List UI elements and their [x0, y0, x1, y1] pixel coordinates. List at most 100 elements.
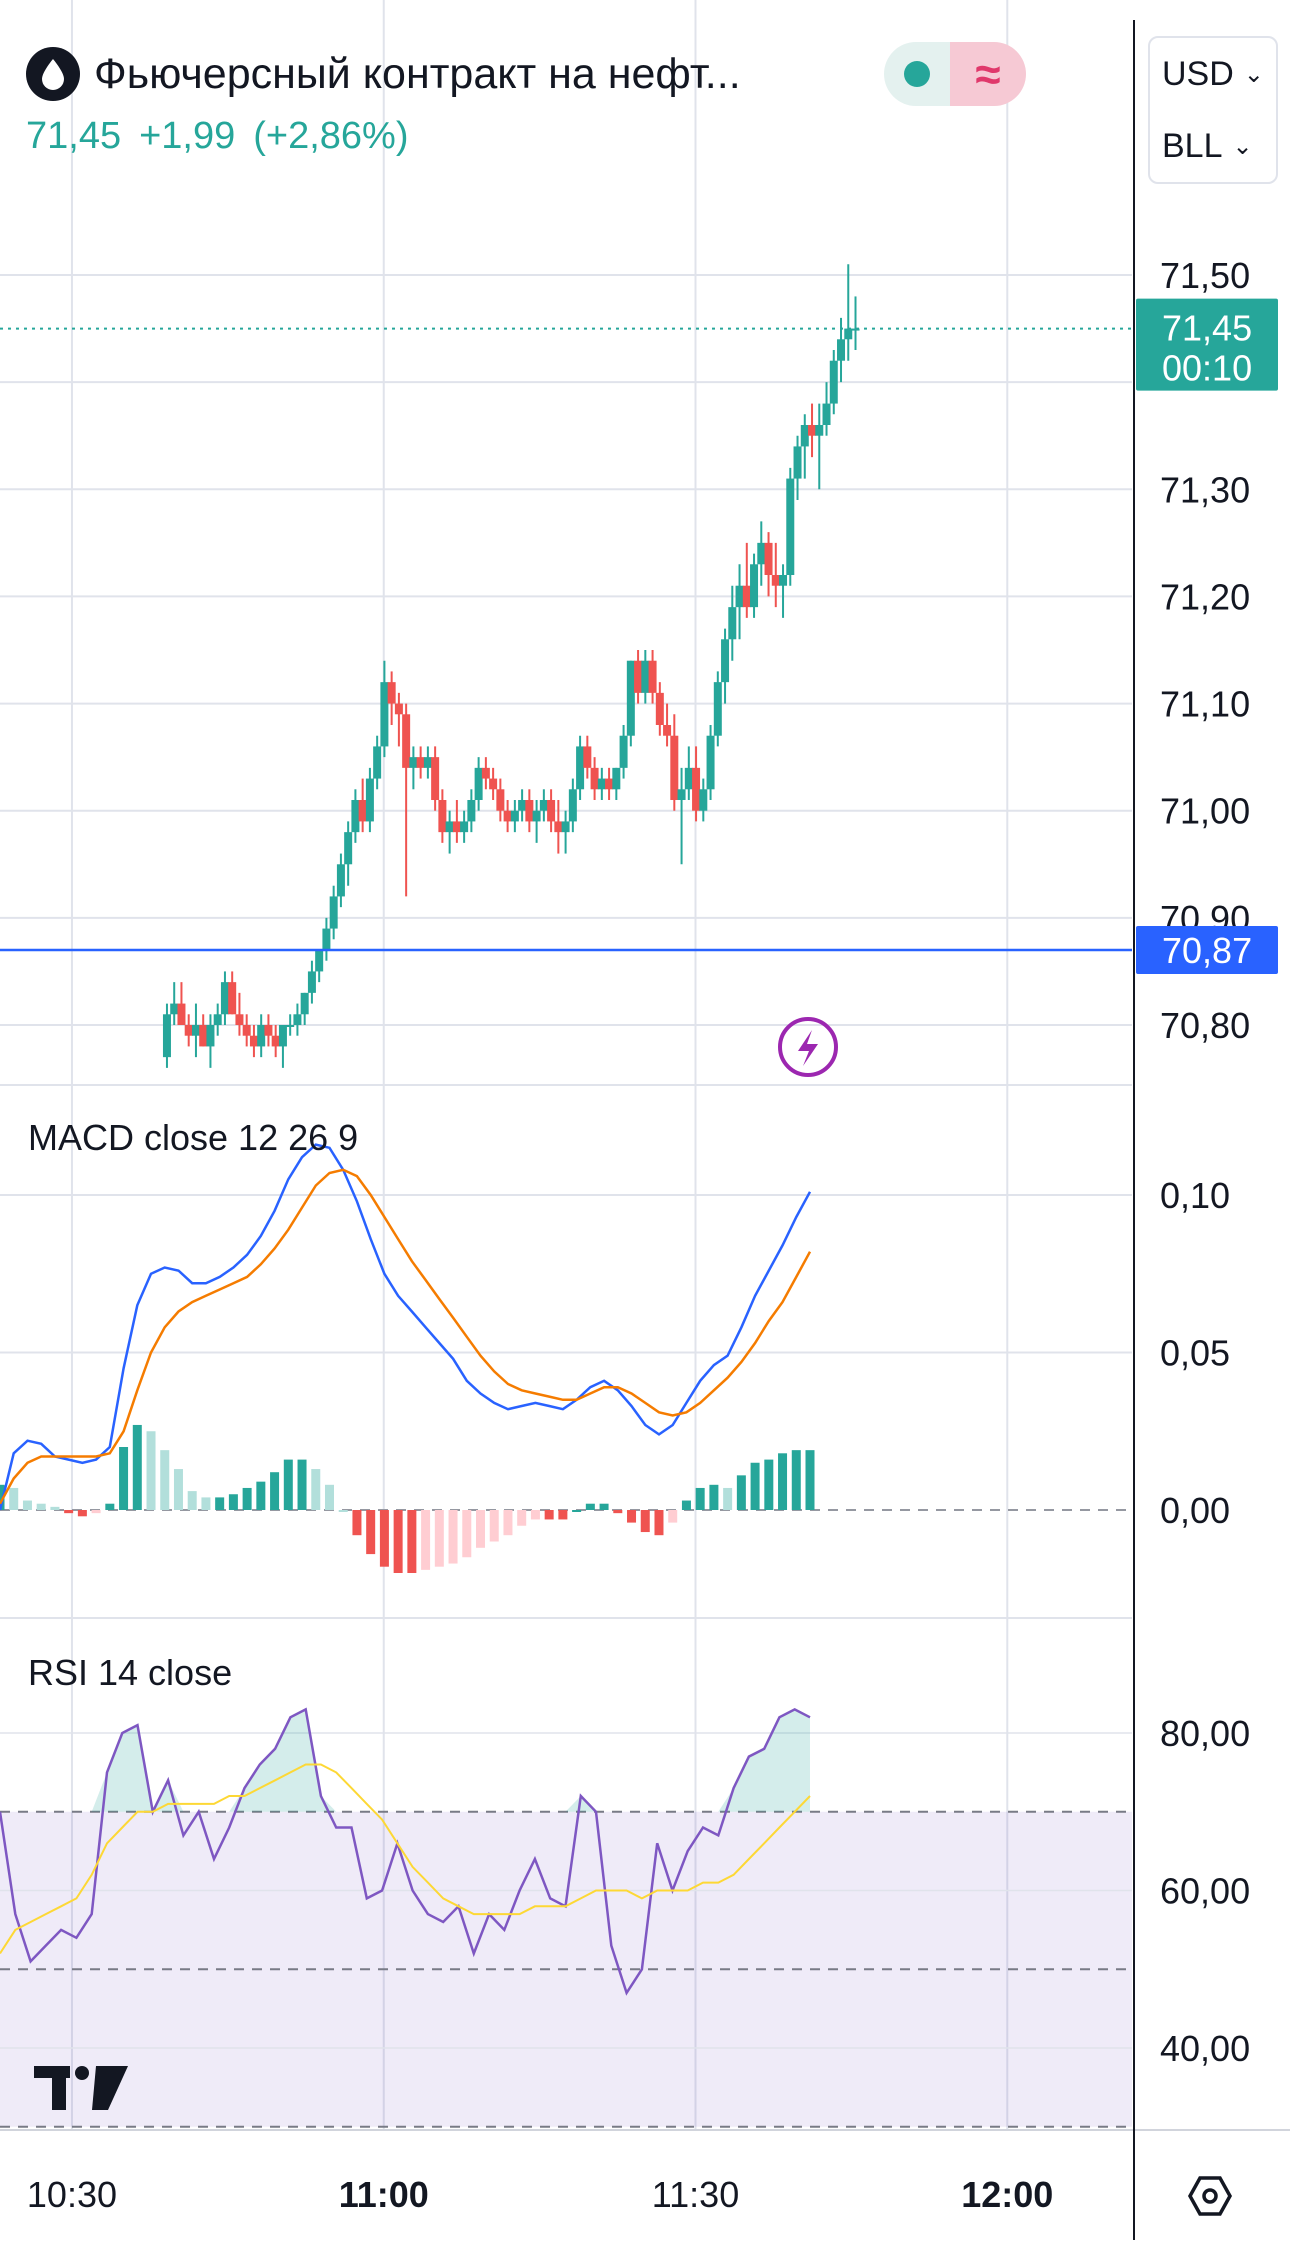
- market-status-pill[interactable]: ≈: [884, 42, 1026, 106]
- candle-body: [706, 735, 715, 790]
- macd-histogram-bar: [448, 1510, 458, 1564]
- macd-histogram-bar: [105, 1503, 115, 1510]
- candle-body: [735, 585, 744, 608]
- candle-body: [329, 896, 338, 929]
- candle-body: [547, 800, 556, 822]
- macd-histogram-bar: [681, 1500, 691, 1510]
- symbol-header: Фьючерсный контракт на нефт...: [26, 42, 741, 106]
- macd-histogram-bar: [709, 1484, 719, 1510]
- time-axis-label: 11:30: [652, 2174, 739, 2215]
- candle-body: [235, 1014, 244, 1025]
- candle-body: [532, 810, 541, 822]
- time-axis-label: 11:00: [339, 2174, 429, 2215]
- macd-histogram-bar: [283, 1459, 293, 1510]
- last-price: 71,45: [26, 115, 122, 157]
- candle-body: [684, 767, 693, 790]
- candle-body: [184, 1025, 193, 1036]
- candle-body: [380, 682, 389, 747]
- candle-body: [467, 800, 476, 822]
- oil-drop-icon: [26, 47, 80, 101]
- candle-body: [713, 682, 722, 736]
- candle-body: [518, 800, 527, 811]
- rsi-label[interactable]: RSI 14 close: [28, 1652, 233, 1693]
- lightning-icon: [778, 1017, 838, 1077]
- macd-histogram-bar: [585, 1503, 595, 1510]
- macd-histogram-bar: [270, 1472, 280, 1510]
- candle-body: [815, 425, 824, 436]
- candle-body: [721, 639, 730, 683]
- chart-settings-icon[interactable]: [1186, 2172, 1234, 2220]
- candle-body: [539, 800, 548, 811]
- candle-body: [670, 735, 679, 800]
- currency-select[interactable]: USD ⌄: [1150, 38, 1276, 110]
- candle-body: [213, 1014, 222, 1025]
- macd-histogram-bar: [791, 1450, 801, 1510]
- candle-body: [612, 767, 621, 790]
- macd-histogram-bar: [434, 1510, 444, 1567]
- candle-body: [728, 607, 737, 640]
- candle-body: [249, 1035, 258, 1047]
- candle-body: [786, 478, 795, 575]
- macd-histogram-bar: [146, 1431, 156, 1510]
- rsi-ma-line: [0, 1763, 811, 1955]
- candle-body: [576, 746, 585, 790]
- candle-body: [423, 757, 432, 768]
- candle-body: [286, 1025, 295, 1027]
- candle-body: [510, 810, 519, 822]
- candle-body: [402, 714, 411, 768]
- macd-histogram-bar: [476, 1510, 486, 1548]
- candle-body: [351, 800, 360, 833]
- macd-histogram-bar: [640, 1510, 650, 1533]
- candle-body: [373, 746, 382, 779]
- symbol-title[interactable]: Фьючерсный контракт на нефт...: [94, 49, 741, 98]
- candle-body: [764, 542, 773, 575]
- macd-line: [0, 1143, 812, 1511]
- candle-body: [452, 821, 461, 833]
- candle-body: [663, 725, 672, 736]
- price-axis-label: 71,00: [1160, 791, 1250, 832]
- candle-body: [554, 821, 563, 833]
- candle-body: [315, 950, 324, 972]
- unit-selector[interactable]: USD ⌄ BLL ⌄: [1148, 36, 1278, 184]
- macd-histogram-bar: [750, 1462, 760, 1510]
- candle-body: [199, 1025, 208, 1047]
- macd-histogram-bar: [311, 1469, 321, 1510]
- unit-select[interactable]: BLL ⌄: [1150, 110, 1276, 182]
- price-change: +1,99: [139, 115, 236, 157]
- candle-body: [438, 800, 447, 833]
- macd-histogram-bar: [91, 1510, 101, 1514]
- candle-body: [271, 1035, 280, 1047]
- candle-body: [481, 767, 490, 779]
- macd-histogram-bar: [654, 1510, 664, 1536]
- candle-body: [655, 692, 664, 725]
- macd-histogram-bar: [723, 1487, 733, 1510]
- candle-body: [583, 746, 592, 768]
- macd-label[interactable]: MACD close 12 26 9: [28, 1117, 359, 1158]
- macd-histogram-bar: [228, 1494, 238, 1510]
- macd-histogram-bar: [201, 1497, 211, 1510]
- rsi-overbought-fill: [0, 1709, 810, 1812]
- wave-icon: ≈: [950, 42, 1026, 106]
- macd-histogram-bar: [544, 1510, 554, 1520]
- candle-body: [771, 575, 780, 586]
- macd-histogram-bar: [627, 1510, 637, 1523]
- candle-body: [445, 821, 454, 833]
- macd-histogram-bar: [36, 1503, 46, 1510]
- macd-axis-label: 0,05: [1160, 1333, 1230, 1374]
- candle-body: [568, 789, 577, 822]
- macd-histogram-bar: [132, 1424, 142, 1510]
- rsi-axis-label: 40,00: [1160, 2028, 1250, 2069]
- price-summary: 71,45 +1,99 (+2,86%): [26, 115, 427, 158]
- candle-body: [387, 682, 396, 704]
- candle-body: [162, 1014, 171, 1058]
- candle-body: [648, 660, 657, 693]
- macd-histogram-bar: [324, 1484, 334, 1510]
- candle-body: [496, 789, 505, 811]
- candle-body: [619, 735, 628, 768]
- macd-histogram-bar: [489, 1510, 499, 1542]
- macd-histogram-bar: [119, 1447, 129, 1510]
- candle-body: [808, 425, 817, 436]
- macd-histogram-bar: [215, 1497, 225, 1510]
- rsi-axis-label: 80,00: [1160, 1713, 1250, 1754]
